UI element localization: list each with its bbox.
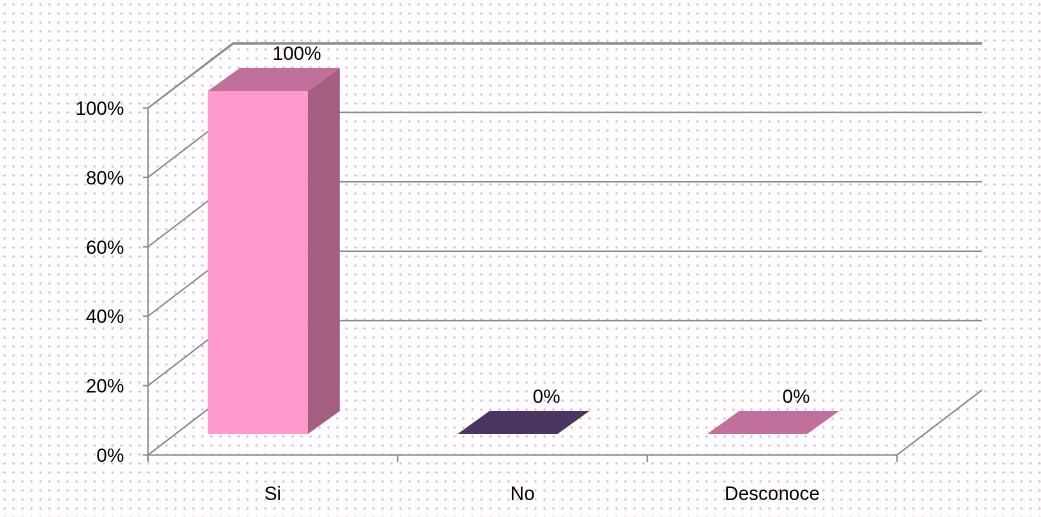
bars	[207, 68, 840, 434]
chart-walls	[143, 42, 983, 462]
bar-top-desconoce	[707, 411, 840, 434]
left-wall-line	[147, 43, 234, 109]
x-tick-label: No	[510, 484, 534, 505]
y-tick-label: 40%	[86, 307, 124, 328]
x-tick-label: Si	[264, 484, 281, 505]
data-label-desconoce: 0%	[782, 387, 810, 408]
y-tick-label: 0%	[97, 446, 125, 467]
data-label-no: 0%	[533, 387, 561, 408]
x-axis-labels: Si No Desconoce	[264, 484, 819, 505]
floor-right-edge	[896, 389, 983, 456]
bar-top-no	[457, 411, 590, 434]
data-label-si: 100%	[273, 44, 322, 65]
data-labels: 100% 0% 0%	[273, 44, 810, 408]
y-axis-ticks: 0% 20% 40% 60% 80% 100%	[75, 99, 124, 467]
bar-top-si	[207, 68, 340, 91]
y-tick-label: 100%	[75, 99, 124, 120]
bar-side-si	[307, 68, 340, 434]
y-tick-label: 20%	[86, 377, 124, 398]
y-tick-label: 60%	[86, 238, 124, 259]
y-tick-label: 80%	[86, 168, 124, 189]
bar-front-si	[207, 91, 308, 434]
x-tick-label: Desconoce	[725, 484, 820, 505]
